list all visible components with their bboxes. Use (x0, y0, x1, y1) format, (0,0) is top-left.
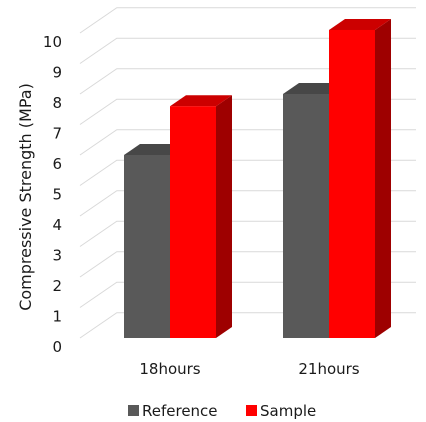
x-tick-label: 18hours (139, 360, 200, 378)
bar-side (216, 95, 232, 338)
legend: Reference Sample (128, 402, 316, 420)
gridlines (79, 7, 416, 339)
gridline (79, 68, 416, 95)
y-tick-label: 1 (52, 308, 62, 326)
gridline (79, 7, 416, 34)
bar-top (329, 18, 391, 30)
y-tick-label: 0 (52, 338, 62, 356)
y-tick-label: 7 (52, 125, 62, 143)
legend-swatch (128, 405, 139, 416)
bar-front (283, 94, 329, 338)
bar-front (124, 155, 170, 338)
y-tick-label: 8 (52, 94, 62, 112)
bar-side (375, 18, 391, 338)
bar-sample-21hours (329, 18, 391, 338)
x-axis-ticks: 18hours 21hours (139, 360, 359, 378)
bar-sample-18hours (170, 95, 232, 338)
x-tick-label: 21hours (298, 360, 359, 378)
y-axis-ticks: 0 1 2 3 4 5 6 7 8 9 10 (43, 33, 62, 356)
legend-item-sample: Sample (246, 402, 316, 420)
bars (124, 18, 391, 338)
legend-item-reference: Reference (128, 402, 218, 420)
bar-top (170, 95, 232, 107)
y-tick-label: 4 (52, 216, 62, 234)
y-tick-label: 5 (52, 186, 62, 204)
y-tick-label: 6 (52, 155, 62, 173)
bar-front (329, 29, 375, 338)
legend-label: Reference (142, 402, 218, 420)
legend-label: Sample (260, 402, 316, 420)
y-axis-label: Compressive Strength (MPa) (16, 83, 35, 311)
gridline (79, 37, 416, 64)
y-tick-label: 9 (52, 64, 62, 82)
y-tick-label: 2 (52, 277, 62, 295)
legend-swatch (246, 405, 257, 416)
bar-front (170, 106, 216, 338)
y-tick-label: 3 (52, 247, 62, 265)
y-tick-label: 10 (43, 33, 62, 51)
